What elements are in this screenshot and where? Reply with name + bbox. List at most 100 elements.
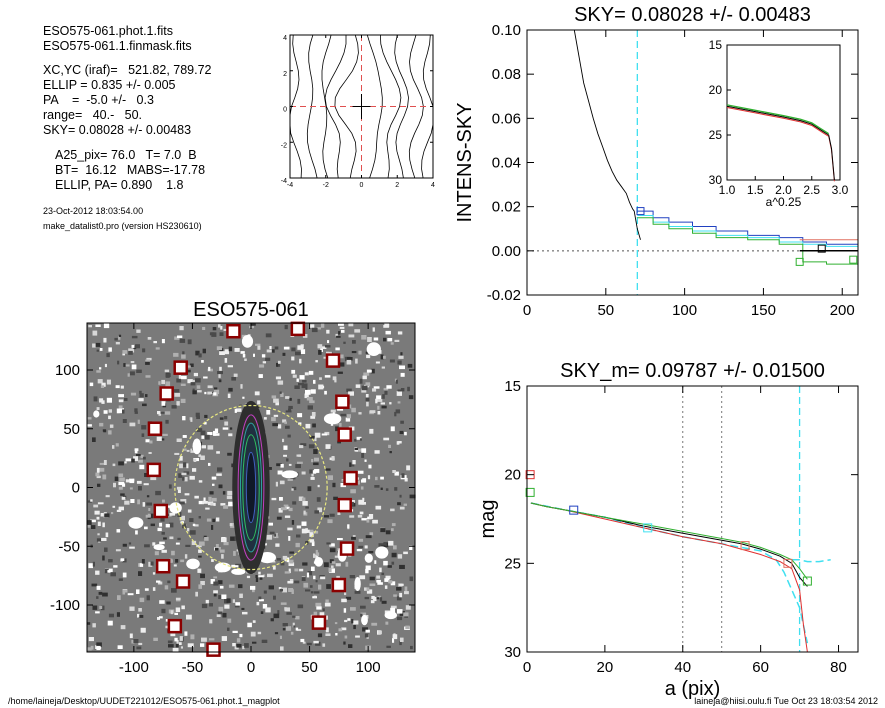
image-noise-pixel (213, 392, 217, 396)
image-noise-pixel (287, 580, 293, 584)
image-noise-pixel (202, 348, 206, 354)
image-noise-pixel (300, 638, 305, 643)
image-noise-pixel (174, 452, 180, 455)
sky-plot: SKY= 0.08028 +/- 0.00483 INTENS-SKY 0 50 100… (454, 4, 859, 319)
image-noise-pixel (152, 587, 156, 591)
sky-ytick-label: -0.02 (487, 287, 521, 304)
image-noise-pixel (152, 542, 156, 546)
image-noise-pixel (96, 407, 100, 410)
image-noise-pixel (318, 350, 322, 355)
contour-xtick-label: -4 (287, 182, 293, 189)
image-ytick-label: 0 (72, 480, 80, 497)
image-noise-pixel (233, 373, 238, 377)
image-noise-pixel (128, 542, 132, 545)
image-noise-pixel (108, 430, 112, 435)
image-noise-pixel (106, 379, 111, 385)
image-title: ESO575-061 (193, 299, 309, 321)
image-noise-pixel (280, 602, 287, 605)
image-noise-pixel (297, 413, 303, 418)
image-noise-pixel (150, 523, 155, 527)
image-noise-pixel (360, 486, 364, 490)
image-noise-pixel (379, 567, 382, 573)
image-noise-pixel (118, 399, 124, 403)
image-noise-pixel (335, 563, 341, 567)
image-noise-pixel (356, 480, 360, 485)
image-noise-pixel (108, 613, 114, 618)
image-noise-pixel (397, 616, 403, 621)
image-noise-pixel (274, 632, 279, 635)
image-noise-pixel (209, 638, 215, 641)
image-noise-pixel (341, 479, 345, 482)
image-noise-pixel (218, 484, 223, 489)
sky-marker (795, 257, 804, 266)
image-noise-pixel (187, 528, 190, 532)
image-noise-pixel (385, 530, 391, 535)
image-noise-pixel (314, 457, 319, 462)
image-noise-pixel (311, 327, 318, 333)
image-noise-pixel (290, 631, 294, 635)
image-noise-pixel (366, 401, 369, 407)
mask-box (343, 470, 358, 486)
image-noise-pixel (270, 618, 274, 622)
image-noise-pixel (232, 599, 235, 603)
image-noise-pixel (239, 593, 243, 598)
image-noise-pixel (218, 606, 224, 612)
image-noise-pixel (174, 336, 180, 340)
image-noise-pixel (266, 409, 271, 415)
image-noise-pixel (345, 561, 349, 567)
image-noise-pixel (167, 580, 171, 584)
image-noise-pixel (171, 588, 177, 593)
contour-ytick-label: -2 (281, 142, 287, 149)
image-noise-pixel (278, 587, 282, 590)
image-noise-pixel (302, 501, 308, 506)
image-noise-pixel (346, 414, 351, 419)
image-noise-pixel (299, 445, 304, 449)
image-noise-pixel (208, 496, 212, 502)
image-noise-pixel (182, 351, 185, 356)
image-noise-pixel (368, 551, 374, 554)
image-noise-pixel (219, 585, 224, 589)
image-noise-pixel (125, 479, 131, 483)
image-noise-pixel (90, 519, 96, 523)
mag-xtick-label: 60 (752, 659, 769, 676)
sky-marker (636, 207, 645, 216)
image-noise-pixel (382, 394, 385, 399)
image-noise-pixel (193, 372, 198, 377)
image-noise-pixel (138, 615, 144, 618)
image-noise-pixel (209, 603, 213, 607)
image-noise-pixel (145, 375, 151, 378)
image-noise-pixel (179, 338, 186, 343)
image-noise-pixel (139, 464, 145, 470)
image-noise-pixel (259, 599, 264, 602)
image-noise-pixel (90, 645, 94, 650)
image-noise-pixel (198, 549, 202, 553)
image-noise-pixel (289, 397, 292, 401)
image-noise-pixel (246, 575, 251, 579)
image-noise-pixel (309, 532, 314, 537)
contour-line (394, 34, 409, 179)
image-noise-pixel (96, 596, 99, 599)
image-noise-pixel (116, 529, 121, 533)
image-noise-pixel (204, 421, 207, 425)
image-noise-pixel (313, 449, 318, 454)
image-noise-pixel (396, 586, 402, 591)
image-noise-pixel (206, 518, 212, 522)
image-star (241, 335, 254, 348)
image-noise-pixel (112, 463, 116, 467)
image-noise-pixel (88, 563, 93, 569)
image-noise-pixel (400, 388, 405, 392)
image-noise-pixel (219, 417, 224, 420)
image-noise-pixel (315, 602, 322, 607)
image-noise-pixel (358, 350, 362, 355)
image-noise-pixel (308, 529, 314, 533)
image-noise-pixel (370, 600, 375, 604)
image-noise-pixel (92, 330, 98, 336)
image-noise-pixel (244, 358, 247, 361)
image-noise-pixel (138, 608, 142, 612)
image-noise-pixel (204, 391, 207, 395)
image-noise-pixel (327, 519, 333, 524)
image-noise-pixel (157, 411, 161, 415)
image-noise-pixel (292, 501, 297, 505)
image-noise-pixel (357, 514, 363, 518)
image-noise-pixel (366, 587, 370, 592)
